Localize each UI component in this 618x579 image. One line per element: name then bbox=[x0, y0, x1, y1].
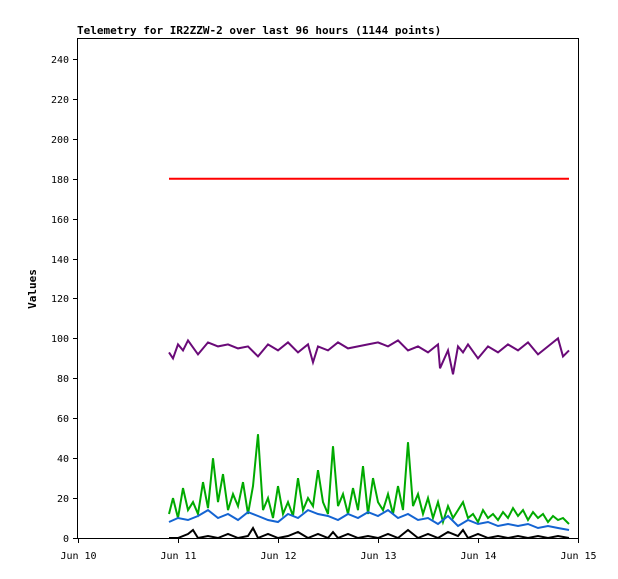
y-tick-label: 40 bbox=[57, 454, 69, 465]
x-tick-label: Jun 12 bbox=[260, 551, 296, 562]
y-tick-label: 0 bbox=[63, 534, 69, 545]
chart-title: Telemetry for IR2ZZW-2 over last 96 hour… bbox=[77, 24, 441, 37]
y-tick-label: 60 bbox=[57, 414, 69, 425]
x-tick-label: Jun 11 bbox=[160, 551, 196, 562]
y-axis-label: Values bbox=[26, 269, 39, 309]
series-layer bbox=[168, 177, 570, 540]
y-tick-label: 200 bbox=[51, 135, 69, 146]
x-tick-label: Jun 10 bbox=[60, 551, 96, 562]
y-tick-label: 140 bbox=[51, 255, 69, 266]
y-tick-label: 20 bbox=[57, 494, 69, 505]
y-tick-label: 180 bbox=[51, 175, 69, 186]
y-tick-label: 160 bbox=[51, 215, 69, 226]
y-tick-label: 120 bbox=[51, 294, 69, 305]
x-tick-label: Jun 13 bbox=[360, 551, 396, 562]
y-axis: 0 20 40 60 80 100 120 140 160 180 200 220 240 bbox=[51, 55, 78, 545]
series-line-4 bbox=[168, 508, 570, 531]
plot-area bbox=[77, 38, 579, 539]
y-tick-label: 220 bbox=[51, 95, 69, 106]
series-line-3 bbox=[168, 434, 570, 526]
y-tick-label: 100 bbox=[51, 334, 69, 345]
x-tick-label: Jun 15 bbox=[560, 551, 596, 562]
y-tick-label: 80 bbox=[57, 374, 69, 385]
x-axis: Jun 10 Jun 11 Jun 12 Jun 13 Jun 14 Jun 15 bbox=[60, 538, 597, 562]
x-tick-label: Jun 14 bbox=[460, 551, 496, 562]
series-line-2 bbox=[168, 336, 570, 375]
y-tick-label: 240 bbox=[51, 55, 69, 66]
series-line-5 bbox=[169, 525, 570, 540]
